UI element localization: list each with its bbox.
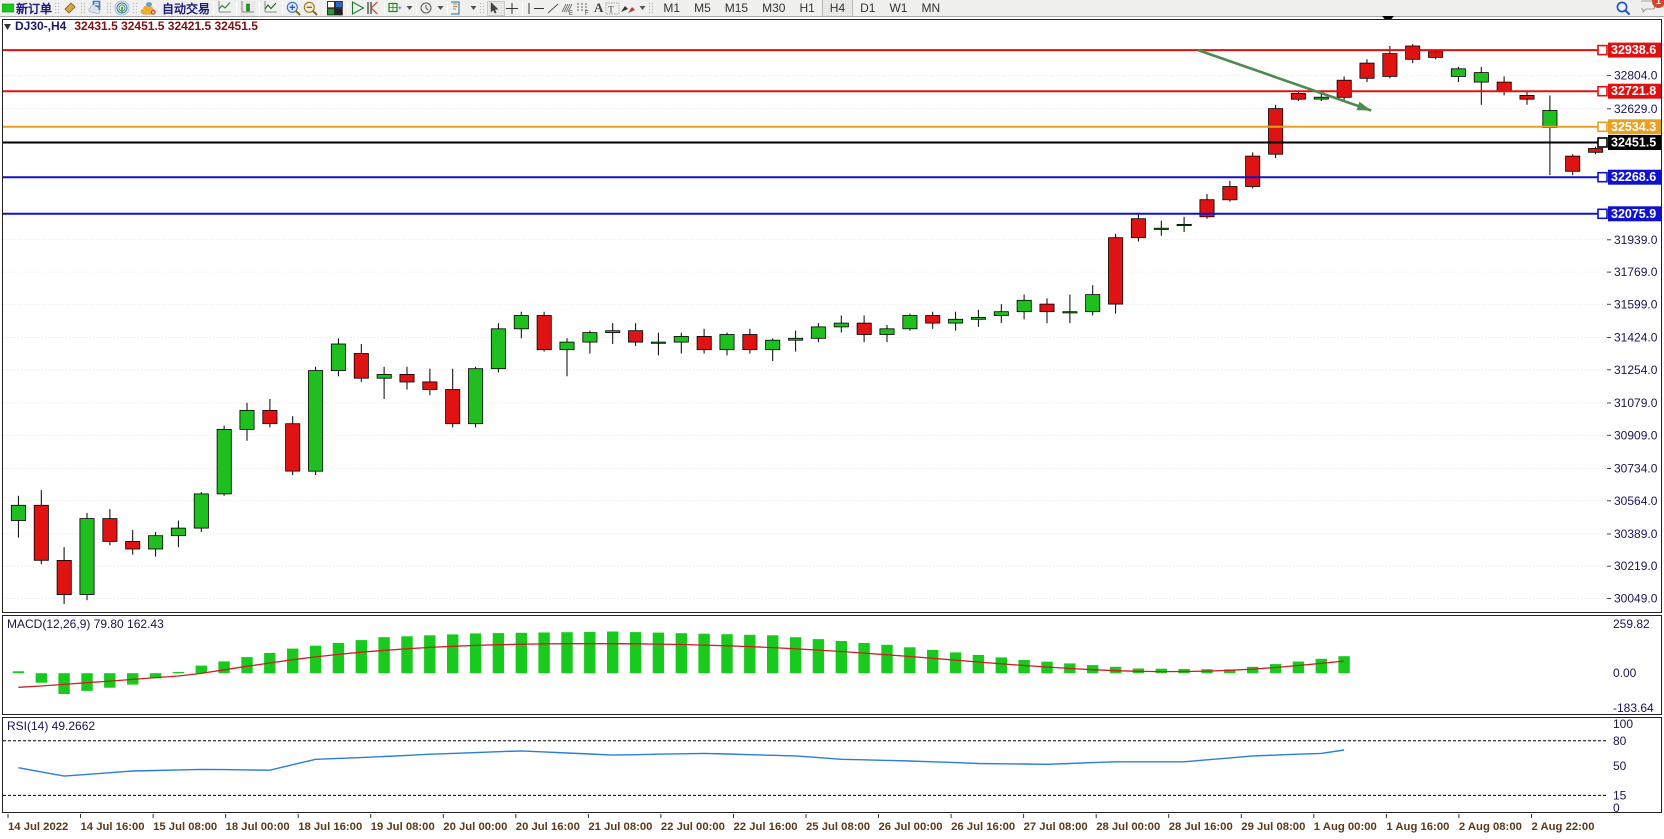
svg-text:2 Aug 22:00: 2 Aug 22:00 — [1532, 821, 1595, 833]
svg-text:1 Aug 16:00: 1 Aug 16:00 — [1386, 821, 1449, 833]
svg-text:31424.0: 31424.0 — [1614, 331, 1658, 345]
svg-text:30564.0: 30564.0 — [1614, 494, 1658, 508]
svg-text:32534.3: 32534.3 — [1611, 120, 1656, 134]
svg-text:2 Aug 08:00: 2 Aug 08:00 — [1459, 821, 1522, 833]
svg-text:18 Jul 00:00: 18 Jul 00:00 — [226, 821, 290, 833]
svg-text:31769.0: 31769.0 — [1614, 265, 1658, 279]
svg-text:32451.5: 32451.5 — [1611, 136, 1656, 150]
svg-text:14 Jul 2022: 14 Jul 2022 — [8, 821, 68, 833]
svg-text:28 Jul 00:00: 28 Jul 00:00 — [1096, 821, 1160, 833]
svg-text:26 Jul 16:00: 26 Jul 16:00 — [951, 821, 1015, 833]
svg-text:27 Jul 08:00: 27 Jul 08:00 — [1024, 821, 1088, 833]
svg-text:100: 100 — [1613, 718, 1633, 731]
svg-text:30049.0: 30049.0 — [1614, 592, 1658, 606]
svg-text:14 Jul 16:00: 14 Jul 16:00 — [81, 821, 145, 833]
svg-text:RSI(14) 49.2662: RSI(14) 49.2662 — [7, 719, 95, 733]
svg-text:32938.6: 32938.6 — [1611, 43, 1656, 57]
svg-text:20 Jul 00:00: 20 Jul 00:00 — [443, 821, 507, 833]
svg-text:-183.64: -183.64 — [1613, 701, 1654, 715]
svg-text:31079.0: 31079.0 — [1614, 396, 1658, 410]
svg-text:32721.8: 32721.8 — [1611, 84, 1656, 98]
svg-text:22 Jul 00:00: 22 Jul 00:00 — [661, 821, 725, 833]
svg-text:32268.6: 32268.6 — [1611, 170, 1656, 184]
svg-text:29 Jul 08:00: 29 Jul 08:00 — [1241, 821, 1305, 833]
svg-text:259.82: 259.82 — [1613, 617, 1650, 631]
svg-text:1 Aug 00:00: 1 Aug 00:00 — [1314, 821, 1377, 833]
svg-text:0.00: 0.00 — [1613, 666, 1637, 680]
svg-text:26 Jul 00:00: 26 Jul 00:00 — [879, 821, 943, 833]
svg-text:50: 50 — [1613, 759, 1627, 773]
svg-text:30219.0: 30219.0 — [1614, 559, 1658, 573]
svg-text:F: F — [585, 11, 589, 15]
svg-text:32629.0: 32629.0 — [1614, 102, 1658, 116]
svg-text:32075.9: 32075.9 — [1611, 207, 1656, 221]
svg-text:19 Jul 08:00: 19 Jul 08:00 — [371, 821, 435, 833]
svg-text:21 Jul 08:00: 21 Jul 08:00 — [588, 821, 652, 833]
svg-text:30389.0: 30389.0 — [1614, 527, 1658, 541]
svg-text:MACD(12,26,9) 79.80 162.43: MACD(12,26,9) 79.80 162.43 — [7, 617, 164, 631]
svg-text:20 Jul 16:00: 20 Jul 16:00 — [516, 821, 580, 833]
svg-text:28 Jul 16:00: 28 Jul 16:00 — [1169, 821, 1233, 833]
svg-text:30909.0: 30909.0 — [1614, 428, 1658, 442]
svg-text:+: + — [398, 5, 402, 12]
svg-text:T: T — [609, 4, 615, 14]
svg-text:E: E — [569, 11, 573, 15]
svg-text:31599.0: 31599.0 — [1614, 297, 1658, 311]
svg-text:18 Jul 16:00: 18 Jul 16:00 — [298, 821, 362, 833]
svg-text:22 Jul 16:00: 22 Jul 16:00 — [734, 821, 798, 833]
svg-text:30734.0: 30734.0 — [1614, 462, 1658, 476]
svg-text:31939.0: 31939.0 — [1614, 233, 1658, 247]
svg-text:31254.0: 31254.0 — [1614, 363, 1658, 377]
svg-text:25 Jul 08:00: 25 Jul 08:00 — [806, 821, 870, 833]
svg-text:0: 0 — [1613, 801, 1620, 813]
svg-text:15 Jul 08:00: 15 Jul 08:00 — [153, 821, 217, 833]
svg-text:80: 80 — [1613, 734, 1627, 748]
svg-text:32804.0: 32804.0 — [1614, 69, 1658, 83]
